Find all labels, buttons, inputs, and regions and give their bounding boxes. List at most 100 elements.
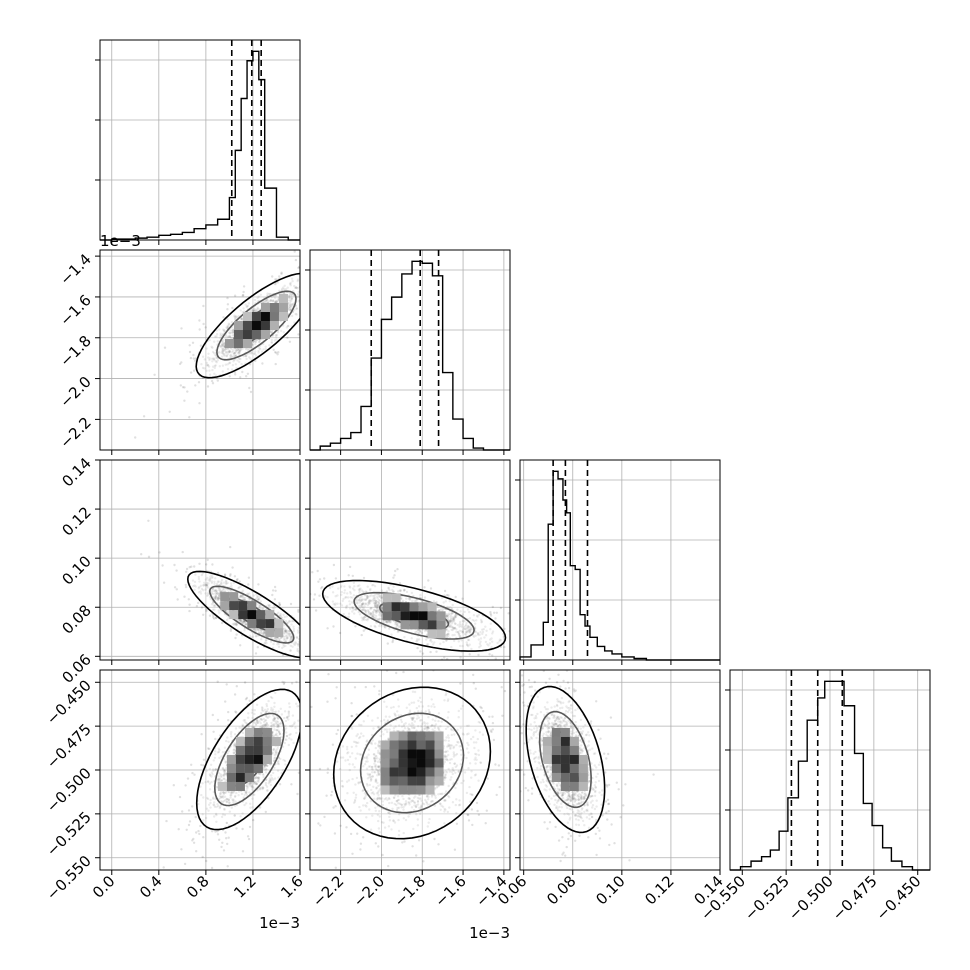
- sample-point: [232, 748, 235, 752]
- sample-point: [210, 771, 214, 774]
- sample-point: [224, 335, 228, 338]
- sample-point: [234, 349, 237, 352]
- sample-point: [173, 563, 176, 567]
- sample-point: [230, 336, 233, 340]
- sample-point: [233, 315, 236, 318]
- sample-point: [212, 589, 216, 593]
- sample-point: [256, 646, 259, 649]
- sample-point: [240, 317, 244, 321]
- sample-point: [223, 587, 226, 591]
- sample-point: [191, 341, 195, 344]
- sample-point: [281, 646, 284, 650]
- sample-point: [288, 733, 291, 737]
- sample-point: [229, 573, 232, 576]
- sample-point: [222, 341, 225, 344]
- scatter-0-3: 0.0 0.4 0.8 1.2 1.6−0.550−0.525−0.500−0.475−…: [43, 669, 307, 904]
- sample-point: [273, 717, 276, 720]
- sample-point: [263, 764, 266, 767]
- sample-point: [226, 736, 229, 739]
- sample-point: [312, 285, 314, 287]
- sample-point: [316, 667, 318, 669]
- sample-point: [360, 694, 362, 696]
- sample-point: [227, 335, 230, 338]
- density-cell: [260, 330, 270, 340]
- sample-point: [273, 717, 277, 720]
- sample-point: [176, 598, 179, 601]
- sample-point: [188, 609, 191, 613]
- sample-point: [218, 594, 221, 598]
- sample-point: [193, 588, 196, 591]
- sample-point: [259, 630, 262, 634]
- sample-point: [282, 286, 285, 289]
- sample-point: [285, 640, 288, 643]
- sample-point: [285, 631, 288, 634]
- sample-point: [297, 640, 300, 644]
- sample-point: [257, 351, 260, 354]
- sample-point: [217, 587, 221, 590]
- density-cell: [229, 610, 239, 620]
- sample-point: [285, 738, 288, 741]
- sample-point: [218, 328, 221, 331]
- sample-point: [269, 640, 273, 643]
- sample-point: [284, 630, 287, 634]
- sample-point: [259, 348, 262, 351]
- sample-point: [214, 737, 217, 741]
- sample-point: [212, 797, 215, 800]
- sample-point: [261, 786, 264, 789]
- sample-point: [293, 286, 297, 290]
- sample-point: [240, 792, 244, 796]
- sample-point: [255, 338, 259, 342]
- sample-point: [226, 348, 229, 351]
- sample-point: [275, 335, 278, 338]
- sample-point: [289, 644, 292, 647]
- sample-point: [302, 307, 304, 309]
- sample-point: [228, 349, 231, 352]
- sample-point: [276, 725, 280, 728]
- sample-point: [180, 361, 183, 364]
- sample-point: [221, 751, 225, 754]
- sample-point: [207, 356, 210, 359]
- sample-point: [254, 340, 257, 343]
- sample-point: [239, 618, 242, 621]
- sample-point: [250, 352, 253, 355]
- sample-point: [280, 271, 283, 274]
- sample-point: [218, 592, 221, 595]
- sample-point: [235, 633, 238, 636]
- sample-point: [239, 619, 243, 622]
- sample-point: [291, 645, 294, 648]
- sample-point: [238, 351, 241, 354]
- sample-point: [175, 569, 178, 572]
- sample-point: [293, 643, 296, 647]
- sample-point: [228, 361, 232, 364]
- sample-point: [230, 321, 234, 324]
- sample-point: [255, 776, 258, 779]
- sample-point: [279, 757, 282, 761]
- sample-point: [233, 352, 236, 355]
- sample-point: [267, 699, 270, 703]
- sample-point: [192, 369, 196, 372]
- sample-point: [242, 622, 245, 625]
- sample-point: [244, 698, 248, 701]
- sample-point: [187, 598, 190, 601]
- sample-point: [336, 665, 338, 667]
- sample-point: [264, 781, 268, 785]
- sample-point: [234, 636, 237, 640]
- sample-point: [284, 629, 287, 632]
- sample-point: [223, 329, 226, 332]
- sample-point: [223, 344, 226, 347]
- sample-point: [296, 647, 299, 651]
- sample-point: [277, 724, 281, 728]
- sample-point: [228, 335, 231, 338]
- sample-point: [217, 777, 220, 781]
- sample-point: [181, 550, 184, 554]
- sample-point: [162, 581, 166, 584]
- sample-point: [286, 336, 289, 339]
- sample-point: [256, 594, 259, 597]
- sample-point: [228, 810, 231, 813]
- sample-point: [225, 582, 228, 585]
- sample-point: [304, 315, 306, 317]
- sample-point: [277, 639, 281, 642]
- sample-point: [257, 598, 260, 601]
- sample-point: [211, 346, 214, 349]
- sample-point: [260, 629, 263, 632]
